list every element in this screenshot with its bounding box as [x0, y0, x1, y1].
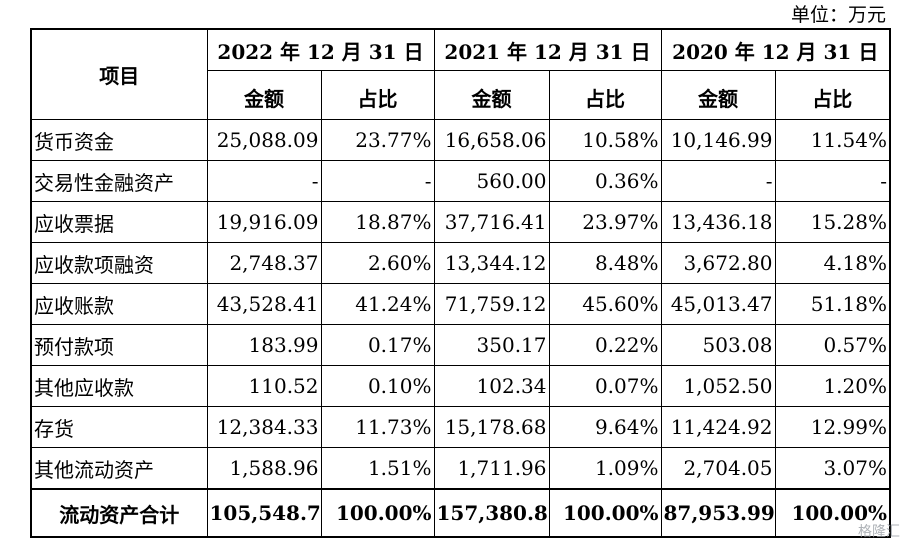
row-label: 应收票据 [30, 201, 208, 243]
header-period-2020: 2020 年 12 月 31 日 [660, 28, 891, 71]
cell-value: 3,672.80 [660, 242, 776, 284]
total-value: 100.00% [548, 488, 662, 538]
cell-value: 0.10% [320, 365, 435, 407]
cell-value: 0.57% [774, 324, 891, 366]
cell-value: 43,528.41 [206, 283, 322, 325]
cell-value: 71,759.12 [433, 283, 550, 325]
cell-value: 1,711.96 [433, 447, 550, 490]
cell-value: 10.58% [548, 119, 662, 161]
header-period-2022: 2022 年 12 月 31 日 [206, 28, 435, 71]
cell-value: 110.52 [206, 365, 322, 407]
cell-value: 45.60% [548, 283, 662, 325]
watermark-logo: 格隆汇 [858, 524, 900, 540]
cell-value: 18.87% [320, 201, 435, 243]
row-label: 交易性金融资产 [30, 160, 208, 202]
cell-value: 12.99% [774, 406, 891, 448]
table-row: 应收票据 19,916.09 18.87% 37,716.41 23.97% 1… [30, 201, 891, 243]
table-row: 其他应收款 110.52 0.10% 102.34 0.07% 1,052.50… [30, 365, 891, 407]
header-ratio: 占比 [774, 70, 891, 120]
cell-value: 15,178.68 [433, 406, 550, 448]
cell-value: 3.07% [774, 447, 891, 490]
cell-value: 41.24% [320, 283, 435, 325]
total-label: 流动资产合计 [30, 488, 208, 538]
cell-value: 37,716.41 [433, 201, 550, 243]
header-amount: 金额 [660, 70, 776, 120]
cell-value: 2,748.37 [206, 242, 322, 284]
cell-value: 0.36% [548, 160, 662, 202]
cell-value: 1.09% [548, 447, 662, 490]
total-value: 100.00% [320, 488, 435, 538]
cell-value: 9.64% [548, 406, 662, 448]
total-value: 100.00% [774, 488, 891, 538]
cell-value: 15.28% [774, 201, 891, 243]
unit-label: 单位：万元 [790, 4, 886, 26]
cell-value: 183.99 [206, 324, 322, 366]
cell-value: 0.17% [320, 324, 435, 366]
total-value: 87,953.99 [660, 488, 776, 538]
cell-value: 11,424.92 [660, 406, 776, 448]
header-row-periods: 项目 2022 年 12 月 31 日 2021 年 12 月 31 日 202… [30, 28, 891, 120]
current-assets-table: 项目 2022 年 12 月 31 日 2021 年 12 月 31 日 202… [30, 28, 891, 538]
table-row: 货币资金 25,088.09 23.77% 16,658.06 10.58% 1… [30, 119, 891, 161]
cell-value: 1,588.96 [206, 447, 322, 490]
table-row: 应收款项融资 2,748.37 2.60% 13,344.12 8.48% 3,… [30, 242, 891, 284]
cell-value: 350.17 [433, 324, 550, 366]
row-label: 其他流动资产 [30, 447, 208, 490]
cell-value: 4.18% [774, 242, 891, 284]
cell-value: 45,013.47 [660, 283, 776, 325]
table-row: 预付款项 183.99 0.17% 350.17 0.22% 503.08 0.… [30, 324, 891, 366]
cell-value: - [660, 160, 776, 202]
cell-value: 560.00 [433, 160, 550, 202]
row-label: 存货 [30, 406, 208, 448]
cell-value: 16,658.06 [433, 119, 550, 161]
cell-value: 503.08 [660, 324, 776, 366]
cell-value: - [320, 160, 435, 202]
cell-value: 11.54% [774, 119, 891, 161]
cell-value: 0.07% [548, 365, 662, 407]
cell-value: 51.18% [774, 283, 891, 325]
header-ratio: 占比 [548, 70, 662, 120]
cell-value: 1.20% [774, 365, 891, 407]
row-label: 其他应收款 [30, 365, 208, 407]
cell-value: 13,436.18 [660, 201, 776, 243]
table-row: 应收账款 43,528.41 41.24% 71,759.12 45.60% 4… [30, 283, 891, 325]
cell-value: 25,088.09 [206, 119, 322, 161]
cell-value: 23.97% [548, 201, 662, 243]
cell-value: 12,384.33 [206, 406, 322, 448]
total-row: 流动资产合计 105,548.74 100.00% 157,380.88 100… [30, 488, 891, 538]
cell-value: 1.51% [320, 447, 435, 490]
cell-value: 2,704.05 [660, 447, 776, 490]
row-label: 预付款项 [30, 324, 208, 366]
table-row: 交易性金融资产 - - 560.00 0.36% - - [30, 160, 891, 202]
total-value: 157,380.88 [433, 488, 550, 538]
cell-value: - [206, 160, 322, 202]
cell-value: 1,052.50 [660, 365, 776, 407]
table-row: 存货 12,384.33 11.73% 15,178.68 9.64% 11,4… [30, 406, 891, 448]
cell-value: - [774, 160, 891, 202]
cell-value: 8.48% [548, 242, 662, 284]
cell-value: 10,146.99 [660, 119, 776, 161]
row-label: 应收款项融资 [30, 242, 208, 284]
row-label: 应收账款 [30, 283, 208, 325]
header-amount: 金额 [433, 70, 550, 120]
header-period-2021: 2021 年 12 月 31 日 [433, 28, 662, 71]
cell-value: 23.77% [320, 119, 435, 161]
header-item: 项目 [30, 28, 208, 120]
table-row: 其他流动资产 1,588.96 1.51% 1,711.96 1.09% 2,7… [30, 447, 891, 490]
cell-value: 102.34 [433, 365, 550, 407]
total-value: 105,548.74 [206, 488, 322, 538]
cell-value: 2.60% [320, 242, 435, 284]
cell-value: 11.73% [320, 406, 435, 448]
header-ratio: 占比 [320, 70, 435, 120]
cell-value: 13,344.12 [433, 242, 550, 284]
cell-value: 0.22% [548, 324, 662, 366]
row-label: 货币资金 [30, 119, 208, 161]
cell-value: 19,916.09 [206, 201, 322, 243]
header-amount: 金额 [206, 70, 322, 120]
